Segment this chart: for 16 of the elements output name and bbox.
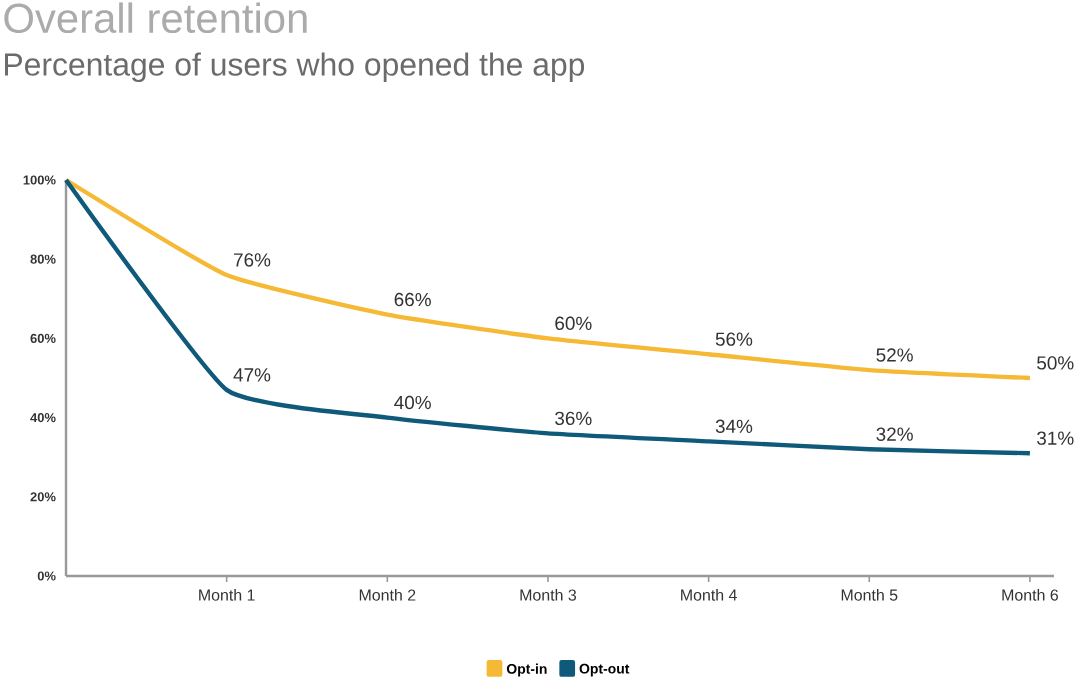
- data-label: 40%: [394, 395, 431, 410]
- data-label: 60%: [555, 316, 592, 331]
- chart-subtitle: Percentage of users who opened the app: [5, 52, 585, 83]
- data-label: 34%: [715, 419, 753, 433]
- data-label: 66%: [394, 292, 431, 307]
- data-label: 52%: [876, 348, 913, 362]
- data-label: 36%: [555, 411, 592, 426]
- data-label: 31%: [1037, 431, 1074, 445]
- data-label: 76%: [234, 253, 271, 267]
- line-series: [63, 177, 1033, 381]
- data-label: 32%: [876, 427, 913, 441]
- line-series: [63, 177, 1033, 456]
- data-label: 56%: [715, 332, 753, 346]
- data-label: 47%: [233, 368, 271, 382]
- chart-title: Overall retention: [4, 2, 307, 34]
- data-label: 50%: [1037, 356, 1074, 370]
